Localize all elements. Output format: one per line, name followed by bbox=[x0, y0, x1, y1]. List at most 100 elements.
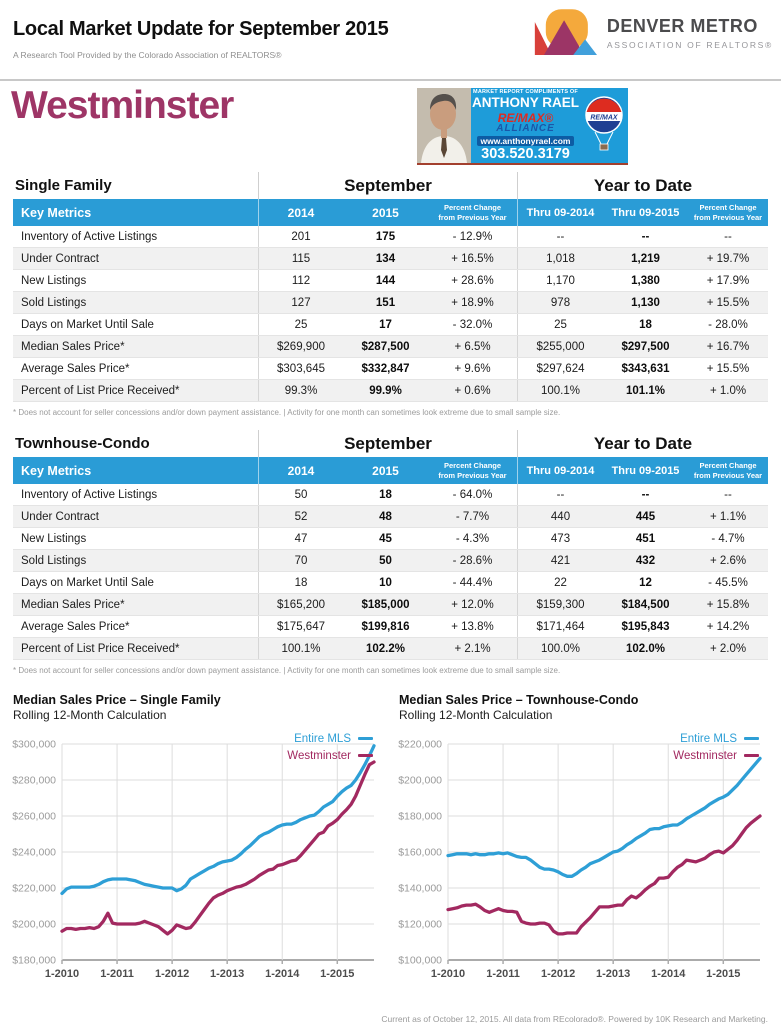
key-metrics-header: Key Metrics bbox=[21, 463, 92, 478]
group-label-ytd: Year to Date bbox=[517, 172, 768, 199]
table-cell: $287,500 bbox=[361, 340, 410, 353]
key-metrics-header: Key Metrics bbox=[21, 205, 92, 220]
table-cell: 25 bbox=[517, 314, 603, 335]
townhouse-condo-table: Townhouse-Condo September Year to Date K… bbox=[13, 430, 768, 675]
column-header: Thru 09-2015 bbox=[611, 464, 680, 477]
svg-text:$280,000: $280,000 bbox=[12, 775, 56, 787]
dmar-logo: DENVER METRO ASSOCIATION OF REALTORS® bbox=[533, 7, 773, 59]
single-family-table: Single Family September Year to Date Key… bbox=[13, 172, 768, 417]
svg-text:$260,000: $260,000 bbox=[12, 811, 56, 823]
table-cell: -- bbox=[724, 488, 732, 501]
metric-label: Inventory of Active Listings bbox=[21, 488, 158, 501]
table-section-label: Single Family bbox=[15, 177, 112, 194]
metric-label: Median Sales Price* bbox=[21, 598, 125, 611]
svg-text:1-2015: 1-2015 bbox=[320, 968, 354, 980]
svg-text:1-2013: 1-2013 bbox=[210, 968, 244, 980]
table-row: Percent of List Price Received* 99.3% 99.9… bbox=[13, 380, 768, 402]
area-title: Westminster bbox=[11, 84, 234, 127]
table-cell: $199,816 bbox=[361, 620, 410, 633]
svg-text:$140,000: $140,000 bbox=[398, 883, 442, 895]
header-divider bbox=[0, 79, 781, 81]
table-cell: 432 bbox=[635, 554, 656, 567]
westminster-line bbox=[446, 814, 762, 936]
balloon-label: RE/MAX bbox=[590, 114, 619, 121]
table-cell: $297,624 bbox=[517, 358, 603, 379]
table-cell: - 28.0% bbox=[708, 318, 748, 331]
data-source-footer: Current as of October 12, 2015. All data… bbox=[381, 1014, 768, 1024]
table-row: Average Sales Price* $175,647 $199,816 + 13… bbox=[13, 616, 768, 638]
metric-label: Inventory of Active Listings bbox=[21, 230, 158, 243]
table-cell: 115 bbox=[258, 248, 343, 269]
table-cell: 1,219 bbox=[631, 252, 660, 265]
table-cell: 201 bbox=[258, 226, 343, 247]
svg-text:$180,000: $180,000 bbox=[12, 955, 56, 967]
svg-text:1-2013: 1-2013 bbox=[596, 968, 630, 980]
table-row: Inventory of Active Listings 201 175 - 12.9… bbox=[13, 226, 768, 248]
metric-label: Percent of List Price Received* bbox=[21, 384, 180, 397]
legend-label-entire-mls: Entire MLS bbox=[680, 732, 737, 745]
table-cell: 48 bbox=[379, 510, 392, 523]
table-row: Percent of List Price Received* 100.1% 102… bbox=[13, 638, 768, 660]
table-cell: 1,018 bbox=[517, 248, 603, 269]
svg-text:$200,000: $200,000 bbox=[398, 775, 442, 787]
table-cell: 52 bbox=[258, 506, 343, 527]
table-cell: 440 bbox=[517, 506, 603, 527]
table-cell: 112 bbox=[258, 270, 343, 291]
table-cell: 12 bbox=[639, 576, 652, 589]
table-cell: 151 bbox=[375, 296, 396, 309]
table-cell: + 2.6% bbox=[709, 554, 747, 567]
table-cell: 22 bbox=[517, 572, 603, 593]
table-cell: 70 bbox=[258, 550, 343, 571]
svg-text:1-2010: 1-2010 bbox=[431, 968, 465, 980]
table-cell: + 15.8% bbox=[706, 598, 750, 611]
table-cell: + 12.0% bbox=[451, 598, 494, 611]
table-cell: 18 bbox=[258, 572, 343, 593]
column-header: Percent Change from Previous Year bbox=[693, 203, 763, 222]
table-cell: 127 bbox=[258, 292, 343, 313]
table-cell: - 4.3% bbox=[455, 532, 490, 545]
table-footnote: * Does not account for seller concession… bbox=[13, 666, 561, 675]
legend-label-westminster: Westminster bbox=[673, 749, 737, 762]
table-cell: 421 bbox=[517, 550, 603, 571]
column-header: 2015 bbox=[372, 463, 399, 478]
table-cell: - 32.0% bbox=[452, 318, 493, 331]
table-cell: 445 bbox=[635, 510, 656, 523]
table-cell: $165,200 bbox=[258, 594, 343, 615]
table-cell: + 13.8% bbox=[451, 620, 494, 633]
column-header: Thru 09-2014 bbox=[517, 199, 603, 226]
table-row: New Listings 112 144 + 28.6% 1,170 1,380 + 17.… bbox=[13, 270, 768, 292]
chart-subtitle: Rolling 12-Month Calculation bbox=[13, 708, 167, 722]
table-cell: 17 bbox=[379, 318, 392, 331]
table-cell: 134 bbox=[375, 252, 396, 265]
table-cell: - 64.0% bbox=[452, 488, 493, 501]
metric-label: New Listings bbox=[21, 274, 87, 287]
townhouse-condo-line-chart: $100,000 $120,000 $140,000 $160,000 $180,000… bbox=[398, 739, 762, 980]
table-cell: + 1.0% bbox=[709, 384, 747, 397]
metric-label: Days on Market Until Sale bbox=[21, 318, 154, 331]
table-cell: - 7.7% bbox=[455, 510, 490, 523]
table-row: Median Sales Price* $269,900 $287,500 + 6.5… bbox=[13, 336, 768, 358]
chart-legend: Entire MLS Westminster bbox=[287, 730, 373, 764]
table-row: Sold Listings 127 151 + 18.9% 978 1,130 + 15.5… bbox=[13, 292, 768, 314]
table-cell: 100.1% bbox=[517, 380, 603, 401]
table-cell: $332,847 bbox=[361, 362, 410, 375]
metric-label: Sold Listings bbox=[21, 554, 87, 567]
column-header: Thru 09-2015 bbox=[611, 206, 680, 219]
table-cell: + 2.1% bbox=[454, 642, 491, 655]
metric-label: Average Sales Price* bbox=[21, 620, 130, 633]
table-row: Under Contract 52 48 - 7.7% 440 445 + 1.1% bbox=[13, 506, 768, 528]
table-column-headers: Key Metrics 2014 2015 Percent Change from P… bbox=[13, 457, 768, 484]
table-cell: + 1.1% bbox=[709, 510, 747, 523]
svg-text:$240,000: $240,000 bbox=[12, 847, 56, 859]
agent-website: www.anthonyrael.com bbox=[476, 136, 575, 147]
svg-text:$180,000: $180,000 bbox=[398, 811, 442, 823]
legend-label-westminster: Westminster bbox=[287, 749, 351, 762]
column-header: Percent Change from Previous Year bbox=[438, 461, 507, 480]
svg-text:1-2014: 1-2014 bbox=[651, 968, 686, 980]
svg-text:1-2012: 1-2012 bbox=[155, 968, 189, 980]
legend-line-sample bbox=[744, 754, 759, 757]
svg-text:1-2011: 1-2011 bbox=[100, 968, 134, 980]
table-cell: + 19.7% bbox=[706, 252, 750, 265]
column-header: Percent Change from Previous Year bbox=[693, 461, 763, 480]
